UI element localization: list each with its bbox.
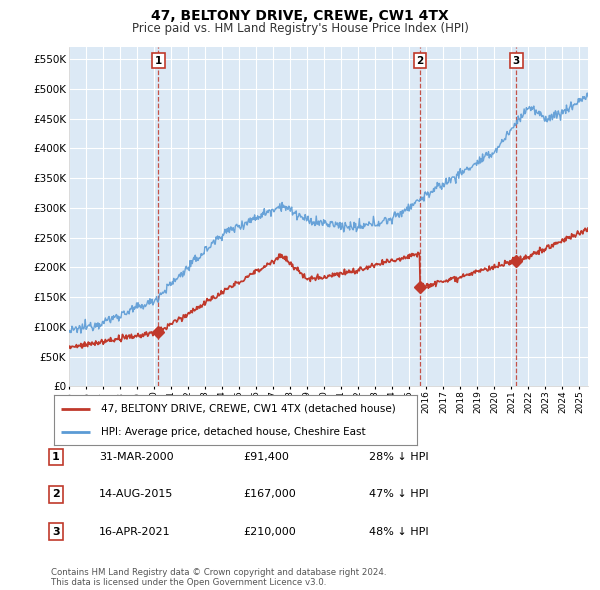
Text: 2: 2: [416, 55, 424, 65]
Text: Price paid vs. HM Land Registry's House Price Index (HPI): Price paid vs. HM Land Registry's House …: [131, 22, 469, 35]
Text: 1: 1: [52, 453, 59, 462]
Text: £91,400: £91,400: [243, 453, 289, 462]
Text: 47, BELTONY DRIVE, CREWE, CW1 4TX (detached house): 47, BELTONY DRIVE, CREWE, CW1 4TX (detac…: [101, 404, 396, 414]
Text: 3: 3: [52, 527, 59, 536]
Text: 1: 1: [155, 55, 162, 65]
Text: 28% ↓ HPI: 28% ↓ HPI: [369, 453, 428, 462]
Text: 47, BELTONY DRIVE, CREWE, CW1 4TX: 47, BELTONY DRIVE, CREWE, CW1 4TX: [151, 9, 449, 23]
Text: £167,000: £167,000: [243, 490, 296, 499]
Text: 14-AUG-2015: 14-AUG-2015: [99, 490, 173, 499]
Text: 16-APR-2021: 16-APR-2021: [99, 527, 170, 536]
Text: 31-MAR-2000: 31-MAR-2000: [99, 453, 173, 462]
Text: 48% ↓ HPI: 48% ↓ HPI: [369, 527, 428, 536]
Text: HPI: Average price, detached house, Cheshire East: HPI: Average price, detached house, Ches…: [101, 427, 366, 437]
Text: £210,000: £210,000: [243, 527, 296, 536]
Text: 2: 2: [52, 490, 59, 499]
Text: 3: 3: [513, 55, 520, 65]
Text: 47% ↓ HPI: 47% ↓ HPI: [369, 490, 428, 499]
Text: Contains HM Land Registry data © Crown copyright and database right 2024.
This d: Contains HM Land Registry data © Crown c…: [51, 568, 386, 587]
